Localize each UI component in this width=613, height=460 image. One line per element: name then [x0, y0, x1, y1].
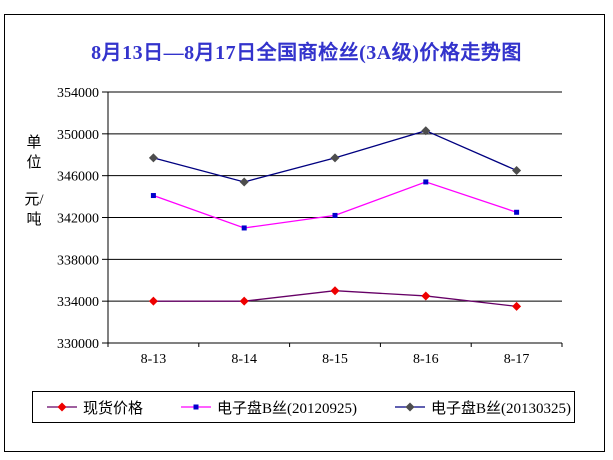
x-tick-label: 8-15	[322, 352, 348, 367]
legend-entry-spot-price: 现货价格	[47, 397, 143, 418]
square-marker-icon	[514, 209, 520, 215]
x-tick-label: 8-16	[413, 352, 439, 367]
diamond-marker-icon	[512, 301, 522, 311]
diamond-marker-icon	[148, 153, 158, 163]
legend: 现货价格 电子盘B丝(20120925) 电子盘B丝(20130325)	[32, 391, 575, 423]
legend-label: 电子盘B丝(20130325)	[431, 400, 572, 417]
x-tick-label: 8-14	[231, 352, 257, 367]
y-tick-label: 330000	[57, 337, 99, 352]
y-tick-label: 334000	[57, 295, 99, 310]
x-tick-label: 8-17	[504, 352, 530, 367]
chart-title: 8月13日—8月17日全国商检丝(3A级)价格走势图	[91, 42, 522, 64]
legend-entry-eboard-b-20120925: 电子盘B丝(20120925)	[181, 397, 357, 418]
legend-label: 现货价格	[83, 400, 144, 417]
diamond-marker-icon	[57, 402, 67, 412]
y-tick-label: 354000	[57, 86, 99, 101]
square-marker-icon	[332, 212, 338, 218]
diamond-marker-icon	[512, 165, 522, 175]
diamond-marker-icon	[405, 402, 415, 412]
diamond-marker-icon	[148, 296, 158, 306]
diamond-marker-icon	[330, 153, 340, 163]
diamond-marker-icon	[330, 286, 340, 296]
diamond-marker-icon	[421, 126, 431, 136]
y-tick-label: 342000	[57, 212, 99, 227]
legend-entry-eboard-b-20130325: 电子盘B丝(20130325)	[395, 397, 571, 418]
diamond-marker-icon	[239, 177, 249, 187]
legend-marker-square-icon	[181, 404, 212, 410]
y-axis-unit-label-top: 单位	[26, 135, 42, 172]
legend-marker-diamond-icon	[47, 402, 77, 412]
square-marker-icon	[150, 193, 156, 199]
outer-frame	[4, 14, 605, 452]
x-tick-label: 8-13	[141, 352, 167, 367]
diamond-marker-icon	[421, 291, 431, 301]
y-axis-unit-label-bottom: 元/吨	[24, 191, 44, 228]
square-marker-icon	[241, 225, 247, 231]
diamond-marker-icon	[239, 296, 249, 306]
square-marker-icon	[423, 179, 429, 185]
series-line-1	[153, 181, 517, 229]
y-axis-unit-label: 单位 元/吨	[24, 133, 44, 230]
legend-marker-diamond-icon	[395, 402, 426, 412]
square-marker-icon	[193, 404, 199, 410]
y-tick-label: 350000	[57, 128, 99, 143]
y-tick-label: 338000	[57, 253, 99, 268]
legend-label: 电子盘B丝(20120925)	[217, 400, 358, 417]
y-tick-label: 346000	[57, 170, 99, 185]
